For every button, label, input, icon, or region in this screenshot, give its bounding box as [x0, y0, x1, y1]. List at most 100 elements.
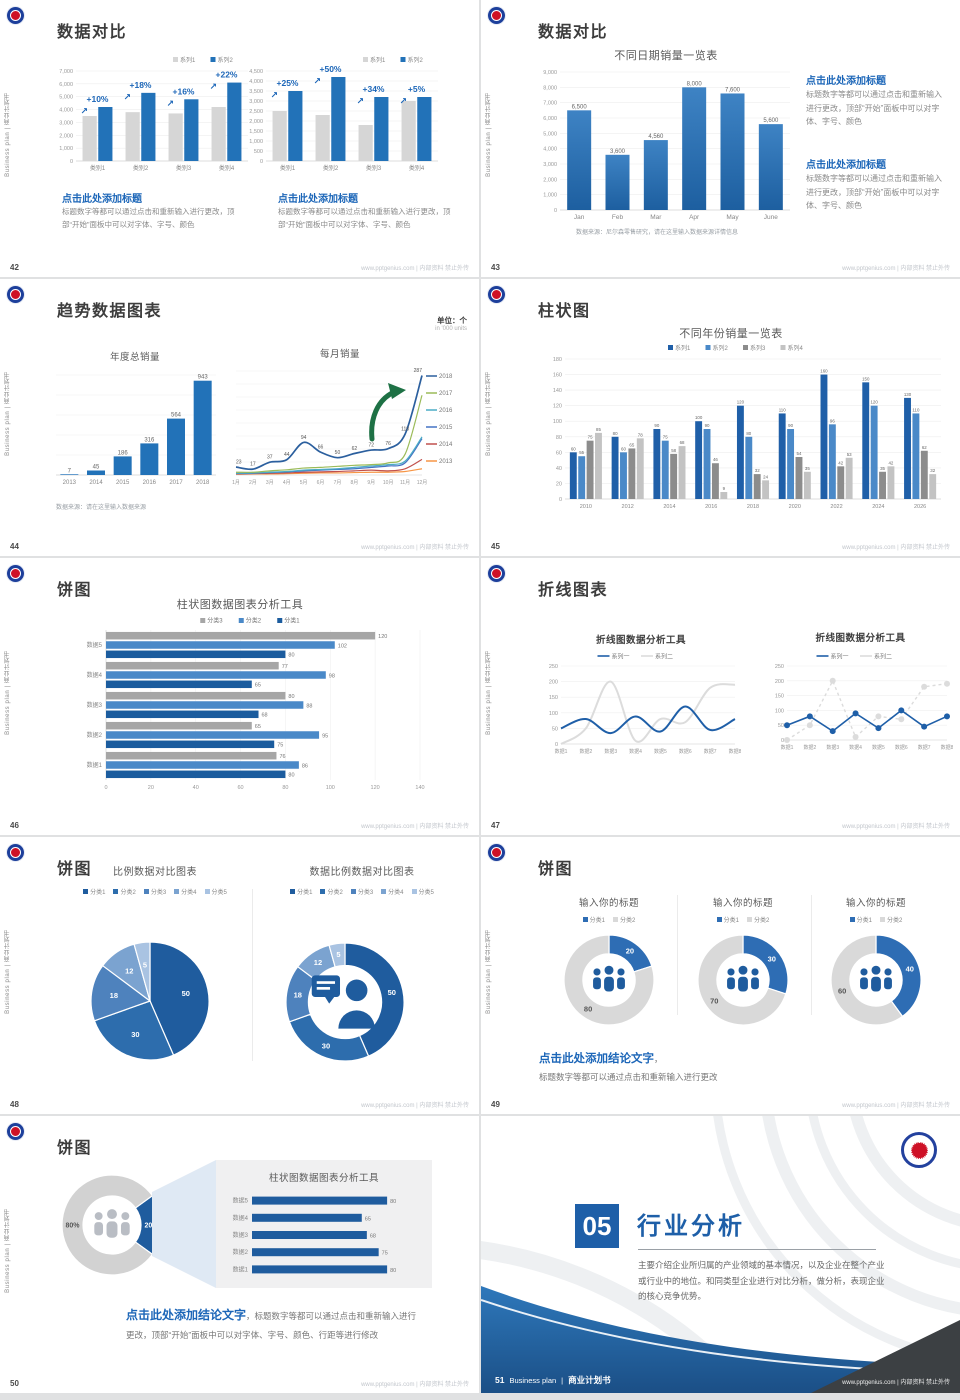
svg-text:12月: 12月	[417, 480, 428, 486]
svg-text:90: 90	[654, 423, 659, 428]
conclusion-rest: ，标题数字等都可以通过点击和重新输入进行	[246, 1311, 417, 1321]
divider	[811, 895, 812, 1015]
svg-text:94: 94	[301, 435, 307, 441]
svg-text:60: 60	[238, 785, 244, 791]
slide-footer: www.pptgenius.com | 内部资料 禁止外传	[842, 1380, 950, 1386]
svg-text:80: 80	[282, 785, 288, 791]
svg-text:2016: 2016	[705, 504, 717, 510]
slide-49-donut-charts[interactable]: Business plan | 商业计划书 饼图 输入你的标题 分类1 分类2 2…	[481, 837, 960, 1114]
svg-text:数据5: 数据5	[233, 1197, 249, 1205]
svg-text:150: 150	[549, 695, 558, 701]
svg-text:0: 0	[260, 159, 263, 165]
svg-text:系列一: 系列一	[831, 653, 849, 661]
page-title: 柱状图	[538, 303, 591, 320]
svg-text:70: 70	[710, 996, 718, 1005]
chart-canvas: 50 30 18 12 5	[285, 942, 405, 1062]
slide-44-trend-charts[interactable]: Business plan | 商业计划书 趋势数据图表 单位：个 in '00…	[0, 279, 479, 556]
block-heading: 点击此处添加标题	[806, 76, 886, 87]
svg-text:37: 37	[267, 455, 273, 461]
page-number: 44	[10, 542, 19, 551]
svg-text:1月: 1月	[232, 480, 240, 486]
svg-text:↗: ↗	[124, 92, 132, 102]
svg-text:系列1: 系列1	[180, 56, 196, 64]
svg-text:0: 0	[554, 208, 557, 214]
svg-text:3月: 3月	[266, 480, 274, 486]
side-label: Business plan | 商业计划书	[486, 929, 492, 1014]
brand-logo-icon	[7, 286, 24, 303]
svg-text:分类2: 分类2	[246, 617, 262, 625]
svg-text:类别1: 类别1	[280, 164, 296, 172]
slide-footer: www.pptgenius.com | 内部资料 禁止外传	[361, 545, 469, 551]
svg-text:80%: 80%	[65, 1223, 80, 1230]
svg-text:35: 35	[880, 466, 885, 471]
divider	[638, 1249, 876, 1250]
pie-chart: 50 30 18 12 5	[90, 941, 210, 1061]
svg-text:96: 96	[830, 418, 835, 423]
side-label: Business plan | 商业计划书	[5, 929, 11, 1014]
svg-text:8月: 8月	[350, 480, 358, 486]
legend-item: 分类1	[83, 887, 105, 896]
svg-text:80: 80	[288, 773, 294, 779]
slide-46-horizontal-bars[interactable]: Business plan | 商业计划书 饼图 柱状图数据图表分析工具 0 20…	[0, 558, 479, 835]
svg-text:7,000: 7,000	[543, 101, 557, 107]
slide-43-data-comparison[interactable]: Business plan | 商业计划书 数据对比 不同日期销量一览表 0 1,…	[481, 0, 960, 277]
svg-text:6,500: 6,500	[572, 104, 588, 110]
chart-title: 不同日期销量一览表	[614, 50, 718, 62]
svg-text:数据6: 数据6	[679, 748, 692, 755]
slide-48-pie-charts[interactable]: Business plan | 商业计划书 饼图 比例数据对比图表 分类1 分类2…	[0, 837, 479, 1114]
svg-text:数据3: 数据3	[826, 744, 839, 751]
annual-sales-bar-chart: 2013 7 2014 45 2015 186 2016 316 2017 564 2018 943	[50, 365, 220, 487]
legend-item: 分类4	[174, 887, 197, 896]
svg-text:80: 80	[613, 431, 618, 436]
svg-text:80: 80	[390, 1268, 396, 1274]
page-title: 饼图	[57, 582, 93, 599]
svg-text:↗: ↗	[167, 98, 175, 108]
svg-text:3,600: 3,600	[610, 149, 626, 155]
side-label: Business plan | 商业计划书	[5, 650, 11, 735]
svg-text:86: 86	[302, 763, 308, 769]
svg-text:500: 500	[254, 149, 263, 155]
svg-text:数据1: 数据1	[233, 1265, 249, 1273]
donut-legend: 分类1 分类2	[683, 915, 803, 924]
slide-footer: www.pptgenius.com | 内部资料 禁止外传	[361, 824, 469, 830]
svg-text:80: 80	[584, 1004, 592, 1013]
page-title: 趋势数据图表	[57, 303, 163, 320]
data-source-note: 数据来源：尼尔森零售研究，请在这里输入数据来源详情信息	[576, 230, 739, 236]
donut-legend: 分类1 分类2	[816, 915, 936, 924]
svg-text:5: 5	[336, 950, 340, 959]
svg-text:Mar: Mar	[650, 214, 662, 221]
slide-footer: www.pptgenius.com | 内部资料 禁止外传	[842, 824, 950, 830]
svg-text:6,000: 6,000	[59, 82, 73, 88]
svg-text:6,000: 6,000	[543, 116, 557, 122]
svg-text:↗: ↗	[400, 96, 408, 106]
slide-47-line-charts[interactable]: Business plan | 商业计划书 折线图表 折线图数据分析工具 0 50…	[481, 558, 960, 835]
slide-42-data-comparison[interactable]: Business plan | 商业计划书 数据对比 系列1 系列2 0 1,000 2…	[0, 0, 479, 277]
chart-canvas: 0 1,000 2,000 3,000 4,000 5,000 6,000 7,000 8,00…	[543, 70, 790, 221]
page-title: 饼图	[538, 861, 574, 878]
slide-51-section-divider[interactable]: 05 行业分析 主要介绍企业所归属的产业领域的基本情况，以及企业在整个产业或行业…	[481, 1116, 960, 1393]
smooth-line-chart: 0 50 100 150 200 250 数据1 数据2 数据3 数据4 数据5 数据6 数据7 数据8 系…	[541, 650, 742, 756]
page-title: 饼图	[57, 861, 93, 878]
svg-text:+18%: +18%	[130, 80, 152, 90]
svg-text:2017: 2017	[439, 391, 453, 397]
svg-text:+5%: +5%	[408, 84, 426, 94]
detail-panel: 柱状图数据图表分析工具 数据1 80 数据2 75 数据3 68 数据4 65 数据5 80	[216, 1160, 432, 1288]
side-label: Business plan | 商业计划书	[486, 92, 492, 177]
slide-45-column-chart[interactable]: Business plan | 商业计划书 柱状图 不同年份销量一览表 系列1 系…	[481, 279, 960, 556]
svg-text:类别4: 类别4	[409, 164, 425, 172]
svg-text:类别2: 类别2	[323, 164, 339, 172]
svg-text:85: 85	[596, 427, 601, 432]
svg-text:+50%: +50%	[320, 64, 342, 74]
donut-chart-40: 40 60	[830, 934, 922, 1026]
svg-text:4,000: 4,000	[249, 79, 263, 85]
svg-text:9,000: 9,000	[543, 70, 557, 76]
background-swoosh	[481, 1116, 960, 1393]
chart-canvas: 系列1 系列2 0 1,000 2,000 3,000 4,000 5,000 6,000 7,0…	[59, 56, 248, 172]
block-body: 标题数字等都可以通过点击和重新输入进行更改，顶部“开始”面板中可以对字体、字号、…	[806, 90, 942, 127]
slide-footer: www.pptgenius.com | 内部资料 禁止外传	[842, 545, 950, 551]
svg-text:50: 50	[335, 450, 341, 456]
svg-text:类别3: 类别3	[366, 164, 382, 172]
slide-50-donut-funnel[interactable]: Business plan | 商业计划书 饼图 20% 80% 柱状图数据图表分…	[0, 1116, 479, 1393]
svg-text:72: 72	[368, 443, 374, 449]
svg-text:2,000: 2,000	[249, 119, 263, 125]
